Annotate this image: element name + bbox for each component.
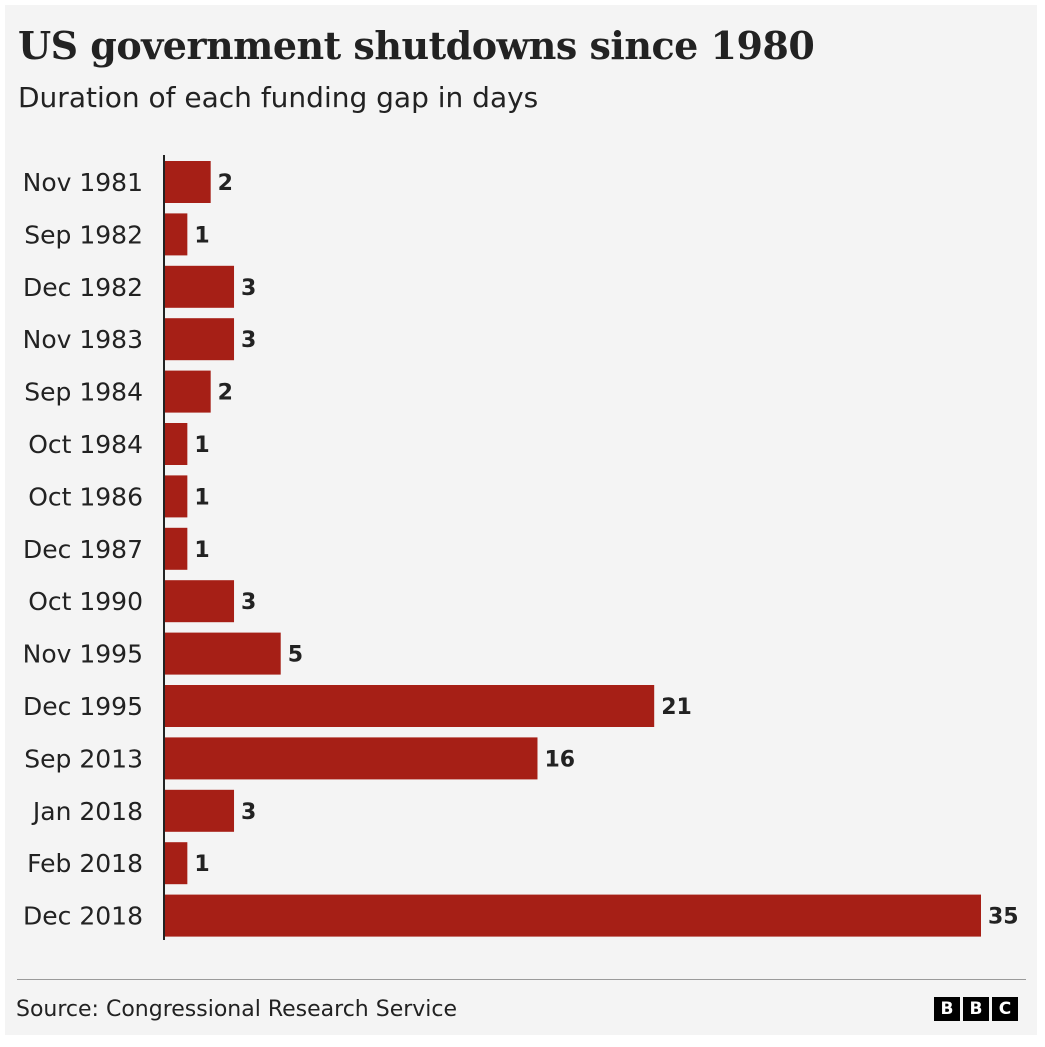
value-label: 3 [241, 276, 256, 301]
chart-subtitle: Duration of each funding gap in days [18, 81, 539, 114]
value-label: 1 [194, 433, 209, 458]
bar [164, 580, 235, 623]
bar [164, 527, 188, 570]
bar [164, 685, 655, 727]
value-label: 3 [241, 328, 256, 353]
value-label: 21 [661, 695, 692, 720]
footer-divider [17, 979, 1026, 980]
value-label: 3 [241, 800, 256, 825]
category-labels: Nov 1981 Sep 1982 Dec 1982 Nov 1983 Sep 1984… [23, 168, 143, 931]
bar [164, 423, 188, 465]
value-label: 1 [194, 485, 209, 510]
category-label: Nov 1981 [23, 168, 143, 197]
bar [164, 632, 281, 675]
chart-title: US government shutdowns since 1980 [18, 23, 815, 68]
bar [164, 370, 211, 413]
value-label: 1 [194, 223, 209, 248]
bar [164, 161, 211, 203]
category-label: Sep 1984 [24, 378, 143, 407]
value-label: 16 [544, 747, 575, 772]
value-label: 1 [194, 852, 209, 877]
value-label: 35 [988, 905, 1019, 930]
bar [164, 475, 188, 518]
category-label: Sep 2013 [24, 744, 143, 773]
bar [164, 737, 538, 780]
bar [164, 318, 235, 361]
bar [164, 265, 235, 308]
value-label: 5 [288, 643, 303, 668]
chart-card: US government shutdowns since 1980 Durat… [5, 5, 1037, 1035]
logo-letter: B [963, 997, 989, 1021]
logo-letter: C [992, 997, 1018, 1021]
bar [164, 789, 235, 832]
category-label: Jan 2018 [31, 797, 143, 826]
bbc-logo: B B C [934, 997, 1018, 1021]
bar-chart: Nov 1981 Sep 1982 Dec 1982 Nov 1983 Sep 1984… [23, 155, 1019, 940]
logo-letter: B [934, 997, 960, 1021]
category-label: Feb 2018 [27, 849, 143, 878]
value-label: 2 [218, 171, 233, 196]
source-note: Source: Congressional Research Service [16, 997, 458, 1022]
bar [164, 213, 188, 256]
value-label: 2 [218, 381, 233, 406]
category-label: Dec 1987 [23, 535, 143, 564]
category-label: Nov 1995 [23, 640, 143, 669]
category-label: Nov 1983 [23, 325, 143, 354]
bar [164, 894, 981, 937]
value-label: 1 [194, 538, 209, 563]
category-label: Dec 1982 [23, 273, 143, 302]
bars-layer [164, 161, 981, 937]
category-label: Dec 2018 [23, 902, 143, 931]
category-label: Oct 1984 [28, 430, 143, 459]
category-label: Sep 1982 [24, 220, 143, 249]
value-label: 3 [241, 590, 256, 615]
bar [164, 842, 188, 885]
category-label: Oct 1990 [28, 587, 143, 616]
category-label: Oct 1986 [28, 482, 143, 511]
category-label: Dec 1995 [23, 692, 143, 721]
